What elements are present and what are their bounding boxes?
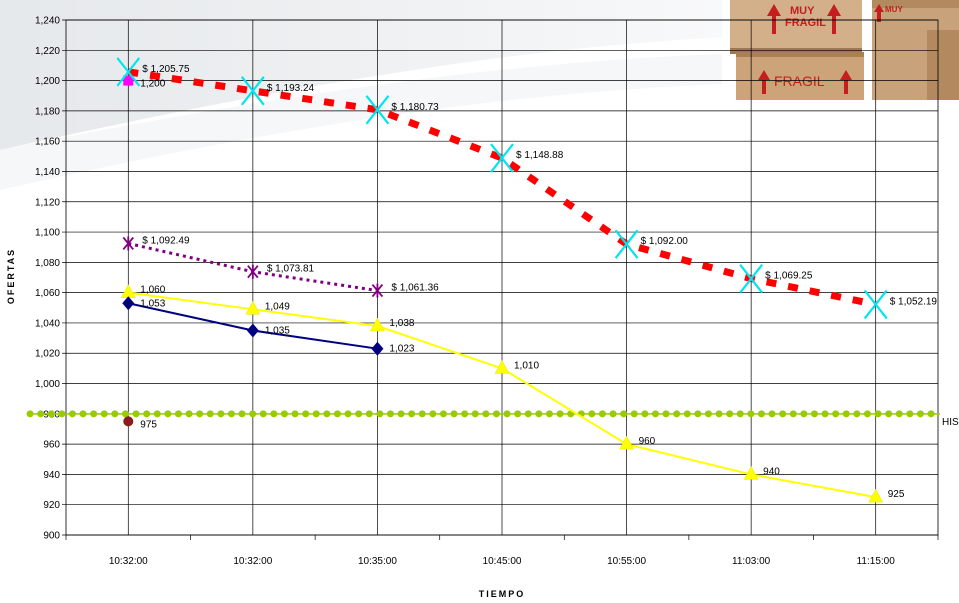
data-label-yellow: 1,060 bbox=[140, 285, 165, 296]
y-axis-title: OFERTAS bbox=[6, 248, 16, 304]
y-tick-label: 1,240 bbox=[35, 16, 60, 27]
y-tick-label: 920 bbox=[43, 500, 60, 511]
data-label-brown: 975 bbox=[140, 419, 157, 430]
marker-purple-asterisk bbox=[122, 236, 134, 251]
series-lines bbox=[26, 68, 944, 499]
data-label-blue: 1,035 bbox=[265, 326, 290, 337]
series-markers bbox=[116, 57, 888, 503]
marker-red-x bbox=[490, 143, 514, 173]
marker-red-x bbox=[614, 229, 639, 259]
y-tick-label: 1,080 bbox=[35, 258, 60, 269]
y-tick-label: 960 bbox=[43, 440, 60, 451]
data-label-yellow: 1,010 bbox=[514, 360, 539, 371]
marker-yellow-triangle bbox=[370, 317, 385, 332]
marker-purple-asterisk bbox=[247, 264, 259, 279]
marker-purple-asterisk bbox=[371, 283, 384, 298]
data-label-blue: 1,023 bbox=[389, 344, 414, 355]
marker-yellow-triangle bbox=[619, 435, 634, 450]
marker-yellow-triangle bbox=[494, 359, 510, 374]
svg-text:FRAGIL: FRAGIL bbox=[774, 73, 825, 89]
marker-blue-diamond bbox=[122, 296, 135, 311]
x-tick-label: 10:32:00 bbox=[233, 556, 272, 567]
marker-brown-circle bbox=[123, 416, 134, 427]
y-tick-label: 1,180 bbox=[35, 106, 60, 117]
y-tick-label: 1,060 bbox=[35, 288, 60, 299]
y-tick-label: 1,160 bbox=[35, 137, 60, 148]
data-label-red: $ 1,092.00 bbox=[641, 236, 689, 247]
marker-red-x bbox=[365, 95, 390, 125]
svg-text:MUY: MUY bbox=[790, 5, 815, 17]
data-labels: HIST $ 1,205.75 $ 1,193.24 $ 1,180.73 $ 1,14… bbox=[140, 64, 959, 500]
y-tick-label: 1,100 bbox=[35, 228, 60, 239]
x-tick-label: 11:15:00 bbox=[857, 556, 896, 567]
data-label-red: $ 1,193.24 bbox=[267, 83, 315, 94]
x-tick-label: 10:55:00 bbox=[607, 556, 646, 567]
y-tick-label: 1,140 bbox=[35, 167, 60, 178]
marker-yellow-triangle bbox=[245, 300, 261, 315]
data-label-purple: $ 1,092.49 bbox=[142, 235, 190, 246]
marker-magenta-square bbox=[123, 75, 134, 86]
x-tick-label: 10:32:00 bbox=[109, 556, 148, 567]
marker-blue-diamond bbox=[246, 323, 259, 338]
marker-yellow-triangle bbox=[743, 465, 759, 480]
y-tick-label: 1,040 bbox=[35, 318, 60, 329]
marker-red-x bbox=[739, 263, 764, 294]
marker-red-x bbox=[863, 289, 888, 320]
data-label-red: $ 1,148.88 bbox=[516, 150, 564, 161]
x-tick-label: 10:35:00 bbox=[358, 556, 397, 567]
marker-blue-diamond bbox=[371, 341, 384, 356]
marker-yellow-triangle bbox=[120, 284, 136, 298]
y-tick-label: 940 bbox=[43, 470, 60, 481]
y-axis-ticks: 9009209409609801,0001,0201,0401,0601,080… bbox=[35, 16, 60, 542]
marker-red-x bbox=[240, 76, 265, 106]
data-label-blue: 1,053 bbox=[140, 298, 165, 309]
data-label-red: $ 1,205.75 bbox=[142, 64, 190, 75]
data-label-yellow: 1,038 bbox=[389, 318, 414, 329]
marker-red-x bbox=[116, 57, 141, 87]
marker-yellow-triangle bbox=[868, 488, 884, 503]
chart-grid bbox=[62, 19, 939, 540]
x-axis-title: TIEMPO bbox=[479, 589, 526, 599]
data-label-yellow: 960 bbox=[639, 436, 656, 447]
x-tick-label: 11:03:00 bbox=[732, 556, 771, 567]
x-tick-label: 10:45:00 bbox=[483, 556, 522, 567]
data-label-yellow: 925 bbox=[888, 489, 905, 500]
data-label-magenta: 1,200 bbox=[140, 79, 165, 90]
data-label-red: $ 1,052.19 bbox=[890, 296, 938, 307]
data-label-purple: $ 1,073.81 bbox=[267, 264, 315, 275]
data-label-red: $ 1,180.73 bbox=[391, 102, 439, 113]
data-label-purple: $ 1,061.36 bbox=[391, 283, 439, 294]
data-label-red: $ 1,069.25 bbox=[765, 271, 813, 282]
data-label-hist: HIST bbox=[942, 417, 959, 428]
y-tick-label: 1,200 bbox=[35, 76, 60, 87]
y-tick-label: 900 bbox=[43, 531, 60, 542]
data-label-yellow: 940 bbox=[763, 466, 780, 477]
svg-text:MUY: MUY bbox=[885, 5, 903, 14]
y-tick-label: 1,000 bbox=[35, 379, 60, 390]
y-tick-label: 1,020 bbox=[35, 349, 60, 360]
x-axis-ticks: 10:32:00 10:32:00 10:35:00 10:45:00 10:55:00… bbox=[109, 556, 895, 567]
data-label-yellow: 1,049 bbox=[265, 301, 290, 312]
y-tick-label: 1,120 bbox=[35, 197, 60, 208]
y-tick-label: 1,220 bbox=[35, 46, 60, 57]
